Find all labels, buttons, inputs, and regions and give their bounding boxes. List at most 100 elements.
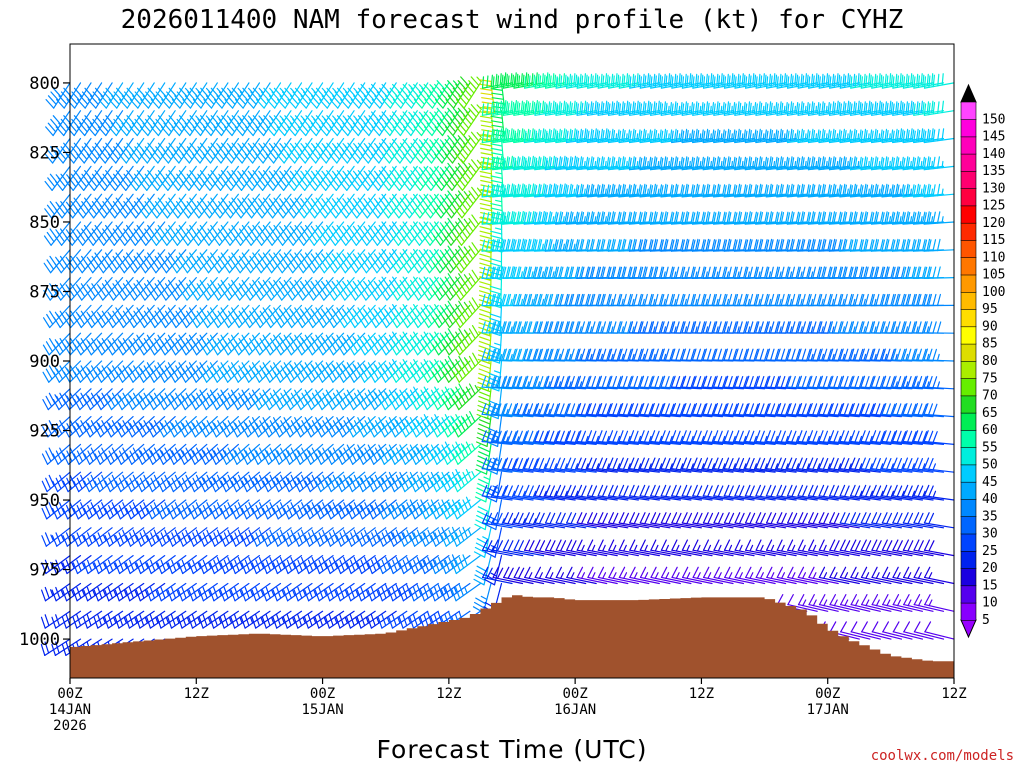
barb-flag: [84, 426, 91, 438]
barb-flag: [109, 313, 117, 325]
barb-flag: [126, 453, 133, 465]
barb-flag: [108, 98, 118, 109]
barb-flag: [127, 290, 135, 301]
barb-flag: [143, 502, 149, 514]
barb-flag: [42, 426, 49, 438]
barb-flag: [468, 273, 477, 284]
barb-flag: [51, 507, 58, 520]
barb-flag: [67, 286, 75, 298]
barb-flag: [152, 149, 162, 160]
barb-flag: [94, 399, 102, 411]
barb-flag: [104, 562, 110, 575]
barb-flag: [95, 317, 103, 329]
barb-flag: [137, 399, 144, 411]
barb-flag: [150, 477, 157, 490]
barb-flag: [108, 450, 115, 462]
wind-barb: [118, 165, 145, 191]
wind-barb: [115, 416, 145, 438]
wind-barb: [55, 110, 82, 137]
barb-flag: [132, 420, 140, 432]
barb-flag: [80, 420, 87, 432]
barb-flag: [78, 149, 88, 160]
barb-flag: [90, 420, 98, 432]
barb-flag: [130, 313, 138, 325]
barb-flag: [114, 562, 121, 575]
barb-flag: [116, 344, 124, 356]
barb-flag: [129, 98, 139, 109]
wind-barb: [136, 416, 166, 438]
barb-flag: [87, 477, 94, 490]
wind-barb: [125, 471, 155, 493]
barb-flag: [125, 589, 131, 602]
barb-flag: [153, 474, 160, 487]
barb-flag: [107, 153, 117, 164]
barb-flag: [40, 616, 46, 629]
barb-flag: [45, 477, 52, 490]
barb-flag: [125, 535, 132, 547]
barb-flag: [83, 589, 89, 602]
wind-barb: [52, 416, 82, 438]
barb-flag: [99, 204, 108, 215]
barb-flag: [45, 368, 53, 380]
barb-flag: [131, 149, 140, 160]
barb-flag: [151, 368, 158, 380]
barb-flag: [117, 235, 126, 246]
barb-flag: [61, 616, 67, 629]
wind-barb: [66, 82, 92, 109]
barb-flag: [93, 589, 99, 602]
barb-flag: [90, 502, 97, 514]
barb-flag: [79, 95, 89, 105]
barb-flag: [77, 341, 85, 353]
barb-flag: [110, 149, 120, 160]
barb-flag: [73, 480, 80, 493]
wind-barb: [452, 411, 481, 438]
barb-flag: [149, 208, 158, 219]
barb-flag: [140, 450, 147, 462]
barb-flag: [127, 262, 136, 274]
barb-flag: [51, 535, 58, 547]
barb-flag: [118, 586, 124, 599]
barb-flag: [139, 559, 145, 572]
barb-flag: [41, 507, 48, 520]
barb-flag: [102, 91, 112, 102]
barb-flag: [62, 535, 68, 547]
barb-flag: [130, 231, 139, 243]
plot-area: [40, 43, 955, 679]
barb-flag: [147, 426, 154, 438]
barb-flag: [74, 371, 82, 383]
barb-flag: [150, 450, 157, 462]
barb-flag: [78, 177, 88, 188]
barb-flag: [122, 529, 128, 542]
barb-flag: [150, 153, 159, 164]
barb-flag: [116, 371, 124, 383]
barb-flag: [62, 453, 70, 465]
barb-flag: [86, 532, 93, 545]
barb-flag: [69, 420, 77, 432]
barb-flag: [61, 643, 67, 657]
barb-flag: [73, 115, 83, 126]
wind-barb: [73, 443, 103, 465]
barb-flag: [114, 589, 120, 602]
wind-barb: [108, 82, 134, 109]
barb-flag: [64, 235, 73, 246]
barb-half-flag: [49, 589, 54, 597]
wind-barb: [118, 110, 145, 137]
barb-flag: [77, 259, 86, 270]
wind-barb: [66, 110, 92, 137]
wind-barb: [244, 165, 271, 191]
barb-half-flag: [81, 589, 86, 597]
barb-flag: [106, 235, 115, 246]
wind-barb: [107, 137, 134, 164]
barb-flag: [74, 290, 83, 301]
wind-barb: [41, 443, 71, 465]
wind-barb: [41, 527, 71, 547]
barb-flag: [47, 177, 56, 188]
barb-flag: [44, 614, 50, 627]
barb-flag: [99, 177, 109, 188]
barb-flag: [73, 399, 81, 411]
barb-flag: [96, 235, 105, 246]
barb-flag: [78, 231, 87, 243]
barb-flag: [51, 589, 57, 602]
barb-flag: [141, 231, 150, 243]
wind-barb: [74, 304, 103, 329]
